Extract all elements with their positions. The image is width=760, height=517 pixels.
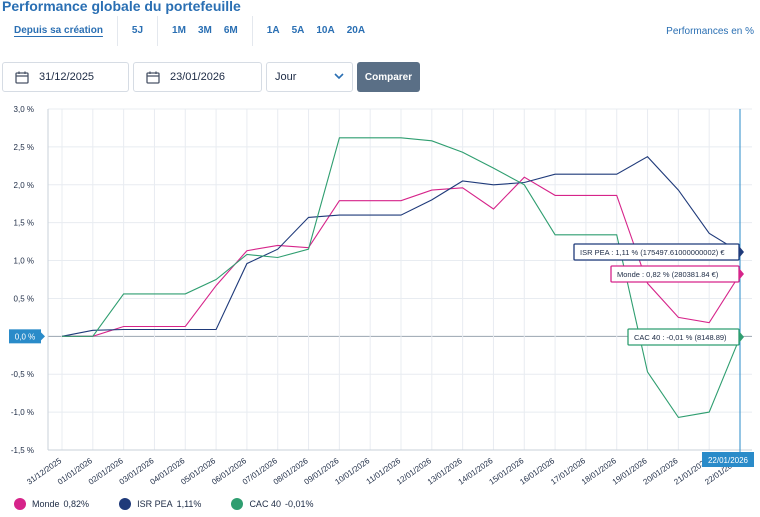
tab-3m[interactable]: 3M	[197, 25, 212, 36]
calendar-icon	[146, 71, 160, 84]
legend-item[interactable]: Monde 0,82%	[14, 498, 89, 510]
tab-group: 5J	[118, 16, 159, 46]
legend-dot-icon	[231, 498, 244, 510]
legend-value: 1,11%	[176, 499, 202, 509]
tooltip-text: ISR PEA : 1,11 % (175497.61000000002) €	[580, 248, 725, 257]
zero-label-arrow	[41, 332, 45, 341]
compare-button[interactable]: Comparer	[357, 62, 420, 92]
page-title: Performance globale du portefeuille	[2, 0, 241, 14]
y-tick-label: 3,0 %	[14, 105, 34, 114]
legend-dot-icon	[119, 498, 132, 510]
y-tick-label: -1,5 %	[11, 446, 34, 455]
legend-dot-icon	[14, 498, 26, 510]
tooltip-arrow	[739, 246, 744, 258]
cursor-date-box	[702, 452, 754, 467]
tab-group: Depuis sa création	[0, 16, 118, 46]
series-line-isr_pea	[61, 156, 741, 337]
chevron-down-icon	[334, 71, 344, 83]
legend-item[interactable]: ISR PEA 1,11%	[119, 498, 201, 510]
y-tick-label: -1,0 %	[11, 408, 34, 417]
granularity-value: Jour	[275, 71, 297, 83]
zero-label: 0,0 %	[15, 332, 35, 341]
tab-6m[interactable]: 6M	[223, 25, 238, 36]
tooltip-text: CAC 40 : -0,01 % (8148.89)	[634, 333, 727, 342]
tab-group: 1A 5A 10A 20A	[253, 16, 379, 46]
legend-value: -0,01%	[284, 499, 314, 509]
y-tick-label: 2,0 %	[14, 181, 34, 190]
legend-item[interactable]: CAC 40 -0,01%	[231, 498, 313, 510]
zero-label-box	[9, 329, 41, 344]
tooltip-arrow	[739, 331, 744, 343]
calendar-icon	[15, 71, 29, 84]
start-date-field[interactable]: 31/12/2025	[2, 62, 129, 92]
tooltip-arrow	[739, 268, 744, 280]
tab-20a[interactable]: 20A	[346, 25, 366, 36]
tab-10a[interactable]: 10A	[316, 25, 335, 36]
tooltip-text: Monde : 0,82 % (280381.84 €)	[617, 270, 719, 279]
legend-label: Monde	[32, 499, 60, 509]
tab-5a[interactable]: 5A	[291, 25, 305, 36]
y-tick-label: -0,5 %	[11, 370, 34, 379]
tab-group: 1M 3M 6M	[158, 16, 253, 46]
tab-depuis-sa-cr-ation[interactable]: Depuis sa création	[14, 25, 103, 36]
end-date-field[interactable]: 23/01/2026	[133, 62, 262, 92]
performance-chart: 3,0 % 2,5 % 2,0 % 1,5 % 1,0 % 0,5 % 0,0 % -0,5 …	[9, 105, 754, 487]
cursor-date: 22/01/2026	[708, 456, 749, 465]
legend-label: CAC 40	[249, 499, 281, 509]
y-tick-label: 1,5 %	[14, 219, 34, 228]
tab-1a[interactable]: 1A	[266, 25, 280, 36]
legend-label: ISR PEA	[137, 499, 173, 509]
period-tabs: Depuis sa création 5J 1M 3M 6M 1A 5A 10A 20A	[0, 16, 379, 46]
granularity-select[interactable]: Jour	[266, 62, 353, 92]
y-tick-label: 1,0 %	[14, 257, 34, 266]
tab-1m[interactable]: 1M	[172, 25, 186, 36]
performances-link[interactable]: Performances en %	[666, 26, 754, 37]
chart-legend: Monde 0,82% ISR PEA 1,11% CAC 40 -0,01%	[14, 498, 343, 510]
y-tick-label: 0,5 %	[14, 294, 34, 303]
series-line-monde	[62, 176, 741, 337]
start-date-value: 31/12/2025	[39, 71, 95, 83]
tab-5j[interactable]: 5J	[131, 25, 144, 36]
end-date-value: 23/01/2026	[170, 71, 226, 83]
y-tick-label: 2,5 %	[14, 143, 34, 152]
legend-value: 0,82%	[63, 499, 90, 509]
